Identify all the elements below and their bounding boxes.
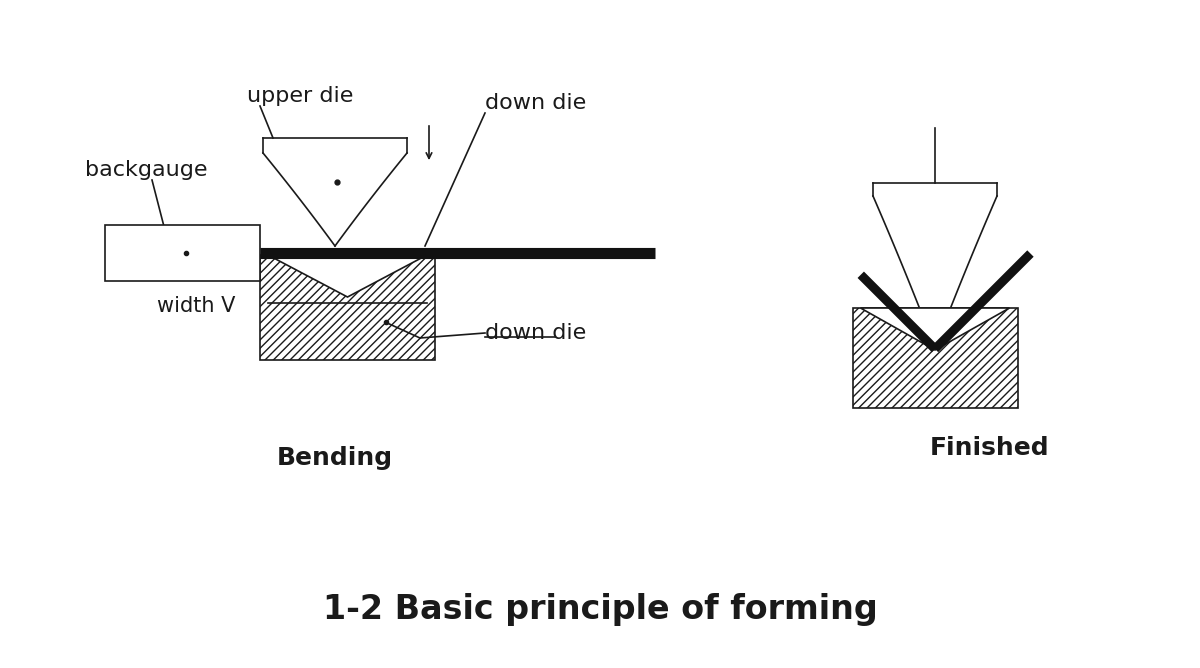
Polygon shape	[268, 255, 427, 297]
Bar	[260, 255, 434, 360]
Text: upper die: upper die	[247, 86, 353, 106]
Text: down die: down die	[485, 323, 587, 343]
Text: width V: width V	[157, 296, 235, 316]
Text: 1-2 Basic principle of forming: 1-2 Basic principle of forming	[323, 593, 877, 627]
Text: backgauge: backgauge	[85, 160, 208, 180]
Bar	[852, 308, 1018, 408]
Text: Bending: Bending	[277, 446, 394, 470]
Text: Finished: Finished	[930, 436, 1050, 460]
Bar	[106, 225, 260, 281]
Text: down die: down die	[485, 93, 587, 113]
Polygon shape	[860, 308, 1009, 350]
